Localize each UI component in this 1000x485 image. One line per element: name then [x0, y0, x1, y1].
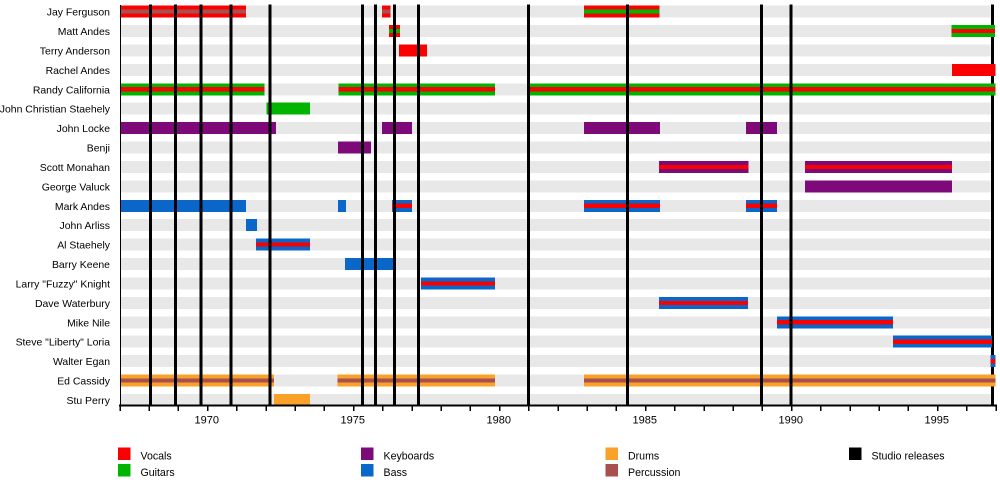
svg-text:1990: 1990 — [779, 415, 803, 427]
svg-text:Mike Nile: Mike Nile — [67, 318, 110, 329]
svg-text:John Locke: John Locke — [57, 124, 111, 135]
svg-text:Scott Monahan: Scott Monahan — [40, 163, 110, 174]
svg-text:Benji: Benji — [87, 144, 110, 155]
svg-text:Walter Egan: Walter Egan — [53, 357, 110, 368]
svg-text:Ed Cassidy: Ed Cassidy — [57, 377, 111, 388]
svg-text:Percussion: Percussion — [628, 467, 681, 479]
svg-text:1975: 1975 — [341, 415, 365, 427]
svg-text:1995: 1995 — [925, 415, 949, 427]
svg-text:Dave Waterbury: Dave Waterbury — [35, 299, 111, 310]
svg-text:Al Staehely: Al Staehely — [57, 241, 111, 252]
svg-text:John Christian Staehely: John Christian Staehely — [0, 105, 111, 116]
svg-text:Randy California: Randy California — [33, 85, 110, 96]
svg-text:Larry "Fuzzy" Knight: Larry "Fuzzy" Knight — [16, 279, 111, 290]
svg-text:Guitars: Guitars — [141, 467, 175, 479]
svg-text:Jay Ferguson: Jay Ferguson — [47, 8, 110, 19]
svg-text:Vocals: Vocals — [141, 450, 172, 462]
svg-text:1970: 1970 — [195, 415, 219, 427]
svg-text:Terry Anderson: Terry Anderson — [40, 46, 110, 57]
svg-text:Barry Keene: Barry Keene — [52, 260, 110, 271]
svg-text:Studio releases: Studio releases — [872, 450, 945, 462]
svg-text:Bass: Bass — [384, 467, 408, 479]
svg-text:Matt Andes: Matt Andes — [58, 27, 110, 38]
svg-text:1985: 1985 — [633, 415, 657, 427]
svg-text:Rachel Andes: Rachel Andes — [46, 66, 110, 77]
svg-text:Steve "Liberty" Loria: Steve "Liberty" Loria — [16, 338, 111, 349]
svg-text:Drums: Drums — [628, 450, 659, 462]
svg-text:Stu Perry: Stu Perry — [66, 396, 110, 407]
svg-text:Mark Andes: Mark Andes — [55, 202, 110, 213]
svg-text:Keyboards: Keyboards — [384, 450, 435, 462]
svg-text:John Arliss: John Arliss — [60, 221, 110, 232]
svg-text:1980: 1980 — [487, 415, 511, 427]
svg-text:George Valuck: George Valuck — [42, 182, 111, 193]
